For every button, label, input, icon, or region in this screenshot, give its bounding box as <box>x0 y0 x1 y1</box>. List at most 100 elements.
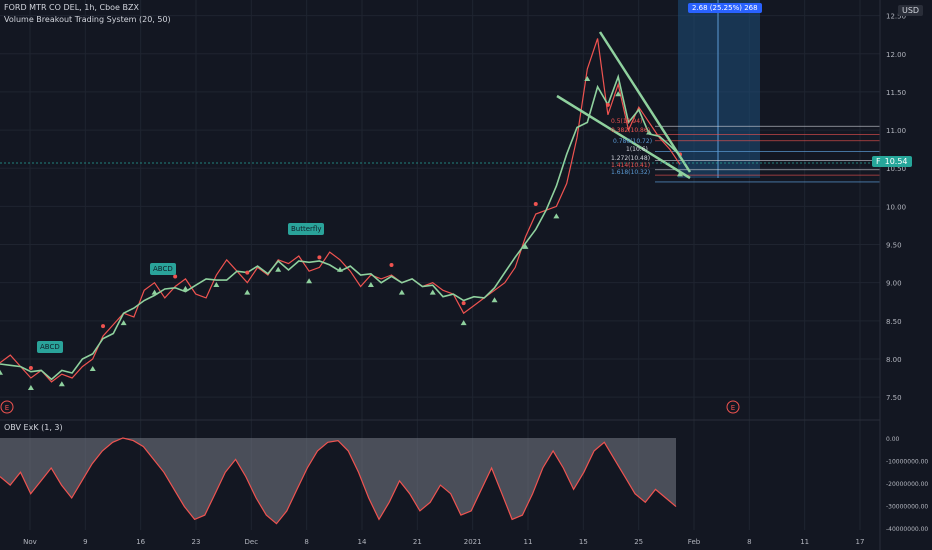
time-tick-label: 9 <box>83 538 87 546</box>
buy-signal-marker <box>151 289 158 295</box>
currency-badge[interactable]: USD <box>898 5 924 16</box>
buy-signal-marker <box>244 289 251 295</box>
obv-tick-label: -10000000.00 <box>886 459 928 466</box>
pattern-label-abcd-1[interactable]: ABCD <box>37 341 63 353</box>
fib-label: 0.382(10.86) <box>611 127 651 134</box>
time-tick-label: 11 <box>524 538 533 546</box>
buy-signal-marker <box>27 385 34 391</box>
obv-title: OBV ExK (1, 3) <box>4 423 63 432</box>
obv-tick-label: 0.00 <box>886 436 900 443</box>
buy-signal-marker <box>367 282 374 288</box>
time-tick-label: Nov <box>23 538 37 546</box>
obv-tick-label: -20000000.00 <box>886 481 928 488</box>
time-tick-label: 8 <box>304 538 308 546</box>
buy-signal-marker <box>646 129 653 135</box>
price-tick-label: 7.50 <box>886 394 902 402</box>
buy-signal-marker <box>429 289 436 295</box>
symbol-title: FORD MTR CO DEL, 1h, Cboe BZX <box>4 3 139 12</box>
sell-signal-marker <box>28 366 33 371</box>
price-tick-label: 8.00 <box>886 356 902 364</box>
time-tick-label: 15 <box>579 538 588 546</box>
earnings-marker-right[interactable] <box>726 400 740 414</box>
earnings-marker-left-label: E <box>5 404 9 412</box>
price-tick-label: 9.00 <box>886 280 902 288</box>
time-tick-label: 14 <box>358 538 367 546</box>
price-tick-label: 12.00 <box>886 51 906 59</box>
time-tick-label: Feb <box>688 538 701 546</box>
measure-label: 2.68 (25.25%) 268 <box>688 3 762 13</box>
buy-signal-marker <box>491 297 498 303</box>
price-tick-label: 10.00 <box>886 203 906 211</box>
fib-label: 1.414(10.41) <box>611 162 651 169</box>
fib-label: 1.618(10.32) <box>611 169 651 176</box>
time-tick-label: 17 <box>856 538 865 546</box>
pattern-label-butterfly[interactable]: Butterfly <box>288 223 325 235</box>
time-tick-label: 8 <box>747 538 751 546</box>
buy-signal-marker <box>120 320 127 326</box>
price-tick-label: 10.50 <box>886 165 906 173</box>
sell-signal-marker <box>245 270 250 275</box>
obv-panel <box>0 437 677 525</box>
buy-signal-marker <box>213 282 220 288</box>
buy-signal-marker <box>89 365 96 371</box>
buy-signal-marker <box>522 243 529 249</box>
time-tick-label: 11 <box>800 538 809 546</box>
obv-area <box>0 438 676 524</box>
buy-signal-marker <box>275 266 282 272</box>
time-tick-label: 21 <box>413 538 422 546</box>
time-tick-label: 2021 <box>464 538 482 546</box>
measure-region <box>678 0 760 178</box>
buy-signal-marker <box>0 369 3 375</box>
last-price-symbol: F <box>876 157 881 166</box>
sell-signal-marker <box>605 102 610 107</box>
price-tick-label: 11.00 <box>886 127 906 135</box>
trend-line-upper <box>598 31 692 173</box>
price-tick-label: 9.50 <box>886 242 902 250</box>
sell-signal-marker <box>389 263 394 268</box>
price-tick-label: 8.50 <box>886 318 902 326</box>
sell-signal-marker <box>533 202 538 206</box>
earnings-marker-left[interactable] <box>0 400 14 414</box>
last-price-value: 10.54 <box>884 157 908 166</box>
buy-signal-marker <box>460 320 467 326</box>
time-axis: Nov 9 16 23 Dec 8 14 21 2021 11 15 25 Feb 8 11 17 <box>23 538 864 546</box>
last-price-badge: F 10.54 <box>872 156 912 167</box>
buy-signal-marker <box>337 266 343 272</box>
price-series <box>0 38 683 391</box>
buy-signal-marker <box>677 171 683 177</box>
obv-tick-label: -30000000.00 <box>886 504 928 511</box>
sell-signal-marker <box>461 301 466 306</box>
time-tick-label: 16 <box>136 538 145 546</box>
trend-line-lower <box>556 94 691 180</box>
price-tick-label: 12.50 <box>886 13 906 21</box>
buy-signal-marker <box>553 213 560 219</box>
buy-signal-marker <box>58 381 65 387</box>
sell-signal-marker <box>173 274 178 279</box>
buy-signal-marker <box>584 76 591 82</box>
buy-signal-marker <box>398 289 405 295</box>
fib-label: 0.5(10.94) <box>611 118 643 125</box>
obv-line <box>0 437 677 525</box>
buy-signal-marker <box>615 91 622 97</box>
indicator-title: Volume Breakout Trading System (20, 50) <box>4 15 171 24</box>
obv-tick-label: -40000000.00 <box>886 526 928 533</box>
obv-axis: 0.00 -10000000.00 -20000000.00 -30000000.00… <box>886 436 928 533</box>
buy-signal-marker <box>182 285 189 291</box>
price-line <box>0 38 681 383</box>
earnings-marker-right-label: E <box>731 404 735 412</box>
time-tick-label: 23 <box>192 538 201 546</box>
price-tick-label: 11.50 <box>886 89 906 97</box>
moving-average-line <box>0 73 681 381</box>
time-tick-label: Dec <box>245 538 259 546</box>
fib-label: 1.272(10.48) <box>611 155 651 162</box>
fib-label: 0.786(10.72) <box>613 138 653 145</box>
sell-signal-marker <box>317 255 322 260</box>
time-tick-label: 25 <box>634 538 643 546</box>
fib-label: 1(10.6) <box>626 146 648 153</box>
pattern-label-abcd-2[interactable]: ABCD <box>150 263 176 275</box>
sell-signal-marker <box>101 324 106 329</box>
price-axis: 7.50 8.00 8.50 9.00 9.50 10.00 10.50 11.00 11.50… <box>886 13 906 402</box>
buy-signal-marker <box>306 278 313 284</box>
fib-levels <box>655 125 880 183</box>
